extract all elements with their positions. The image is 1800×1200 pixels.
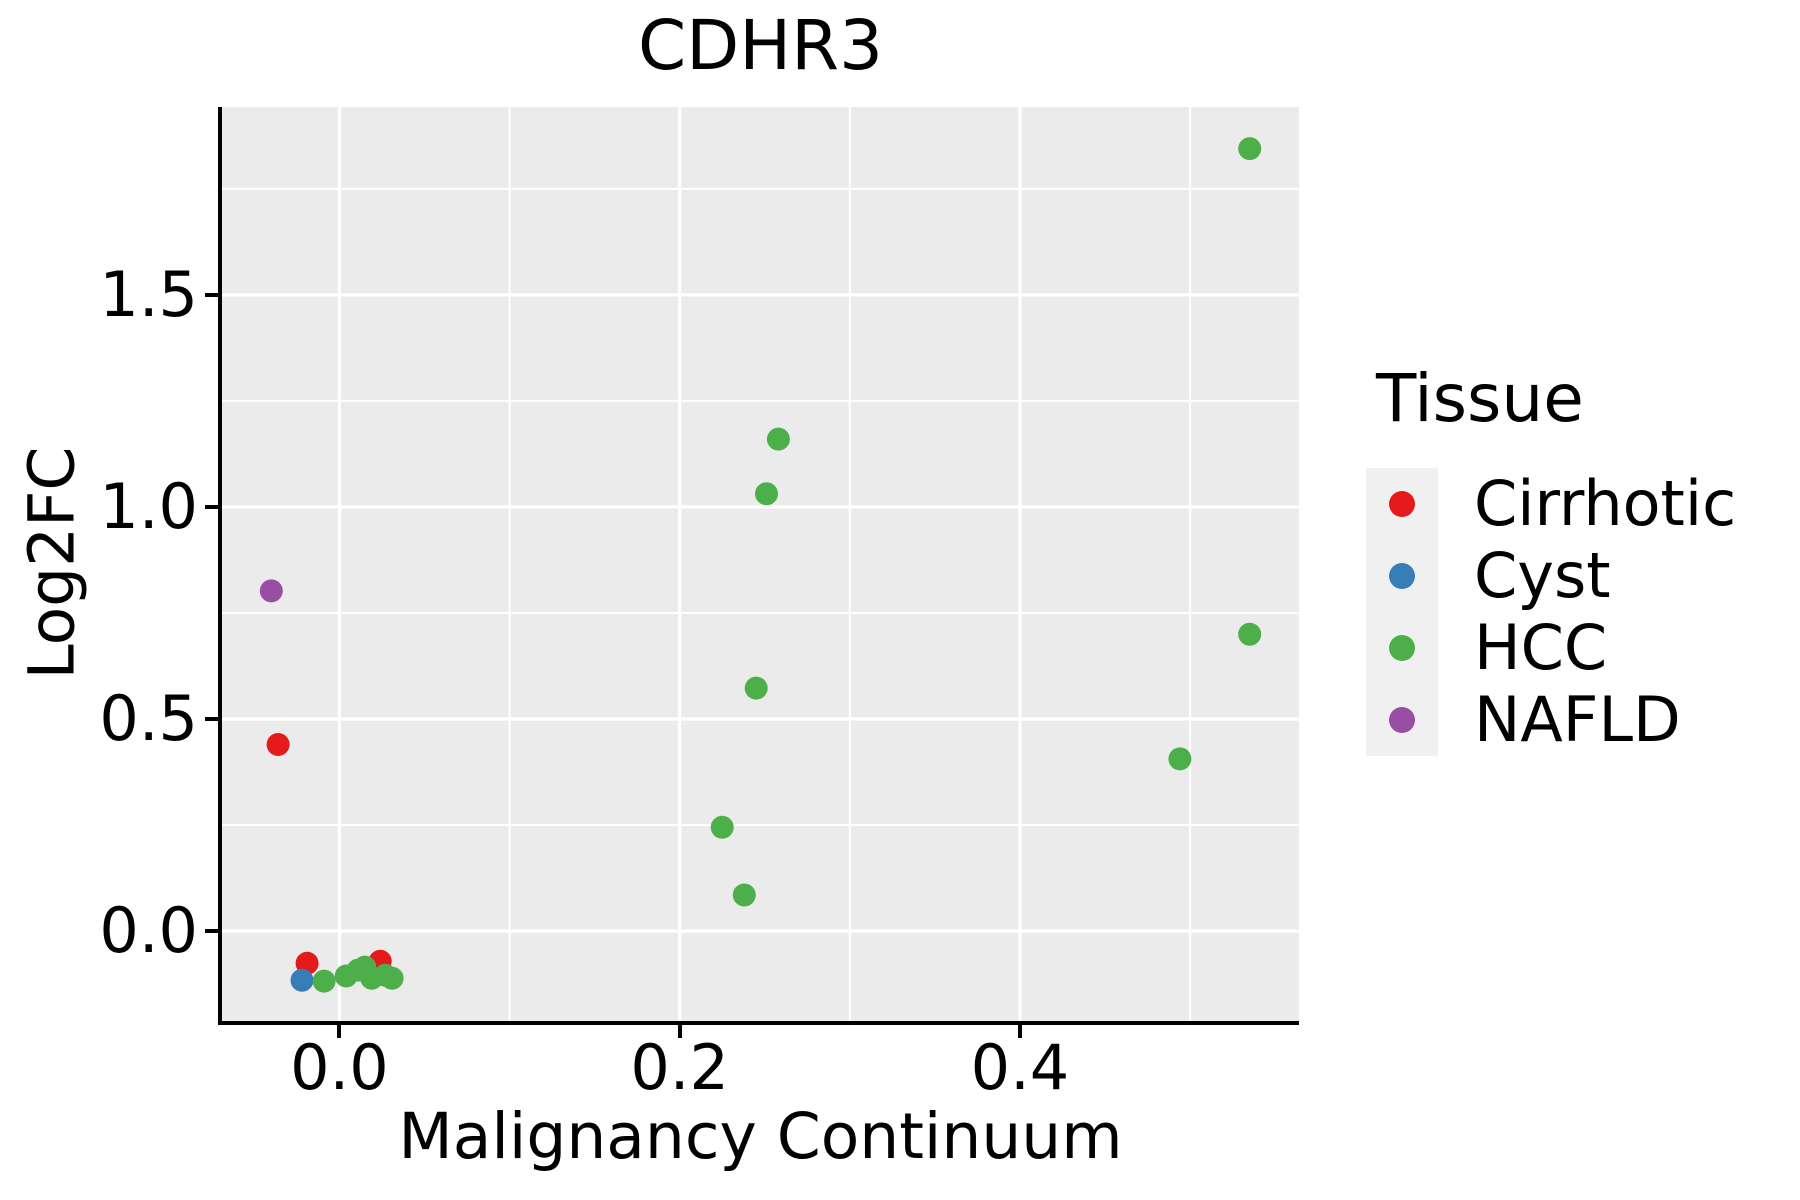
y-tick-mark bbox=[205, 929, 218, 934]
data-point-hcc bbox=[312, 969, 336, 993]
legend-item-hcc: HCC bbox=[1366, 612, 1736, 684]
legend-key bbox=[1366, 540, 1438, 612]
data-point-nafld bbox=[259, 579, 283, 603]
data-point-hcc bbox=[755, 482, 778, 506]
y-tick-label: 0.5 bbox=[99, 682, 198, 756]
legend-label: Cirrhotic bbox=[1474, 467, 1737, 540]
legend-item-nafld: NAFLD bbox=[1366, 684, 1736, 756]
legend-swatch-icon bbox=[1389, 707, 1415, 733]
data-point-hcc bbox=[766, 427, 790, 451]
y-tick-mark bbox=[205, 504, 218, 509]
legend-item-cyst: Cyst bbox=[1366, 540, 1736, 612]
scatter-canvas bbox=[222, 107, 1299, 1021]
legend-items: Cirrhotic Cyst HCC NAFLD bbox=[1366, 468, 1736, 756]
legend-swatch-icon bbox=[1389, 635, 1415, 661]
plot-panel bbox=[218, 107, 1299, 1025]
data-point-hcc bbox=[1238, 137, 1262, 161]
legend-label: NAFLD bbox=[1474, 683, 1681, 756]
x-tick-mark bbox=[1017, 1025, 1022, 1038]
legend-key bbox=[1366, 684, 1438, 756]
x-tick-label: 0.0 bbox=[290, 1031, 389, 1104]
legend-item-cirrhotic: Cirrhotic bbox=[1366, 468, 1736, 540]
data-point-hcc bbox=[1238, 622, 1262, 646]
y-tick-mark bbox=[205, 292, 218, 297]
data-point-hcc bbox=[380, 966, 404, 990]
y-tick-label: 1.0 bbox=[99, 469, 198, 543]
legend-title: Tissue bbox=[1376, 360, 1584, 437]
legend-key bbox=[1366, 468, 1438, 540]
y-tick-label: 0.0 bbox=[99, 894, 198, 968]
data-point-hcc bbox=[710, 815, 734, 839]
x-axis-label: Malignancy Continuum bbox=[398, 1100, 1123, 1173]
legend-label: Cyst bbox=[1474, 539, 1611, 612]
x-tick-mark bbox=[337, 1025, 342, 1038]
data-point-hcc bbox=[1168, 747, 1192, 771]
x-tick-label: 0.4 bbox=[970, 1031, 1070, 1104]
legend: Tissue Cirrhotic Cyst HCC NAFLD bbox=[1366, 366, 1736, 756]
legend-label: HCC bbox=[1474, 611, 1608, 684]
data-point-cirrhotic bbox=[266, 733, 290, 756]
plot-title: CDHR3 bbox=[637, 6, 884, 86]
legend-swatch-icon bbox=[1389, 491, 1415, 517]
data-point-cyst bbox=[290, 968, 314, 992]
legend-key bbox=[1366, 612, 1438, 684]
x-tick-label: 0.2 bbox=[630, 1031, 729, 1104]
y-tick-label: 1.5 bbox=[99, 257, 198, 331]
legend-swatch-icon bbox=[1389, 563, 1415, 589]
data-point-hcc bbox=[744, 676, 768, 700]
y-tick-mark bbox=[205, 717, 218, 722]
data-point-hcc bbox=[732, 883, 756, 907]
x-tick-mark bbox=[677, 1025, 682, 1038]
